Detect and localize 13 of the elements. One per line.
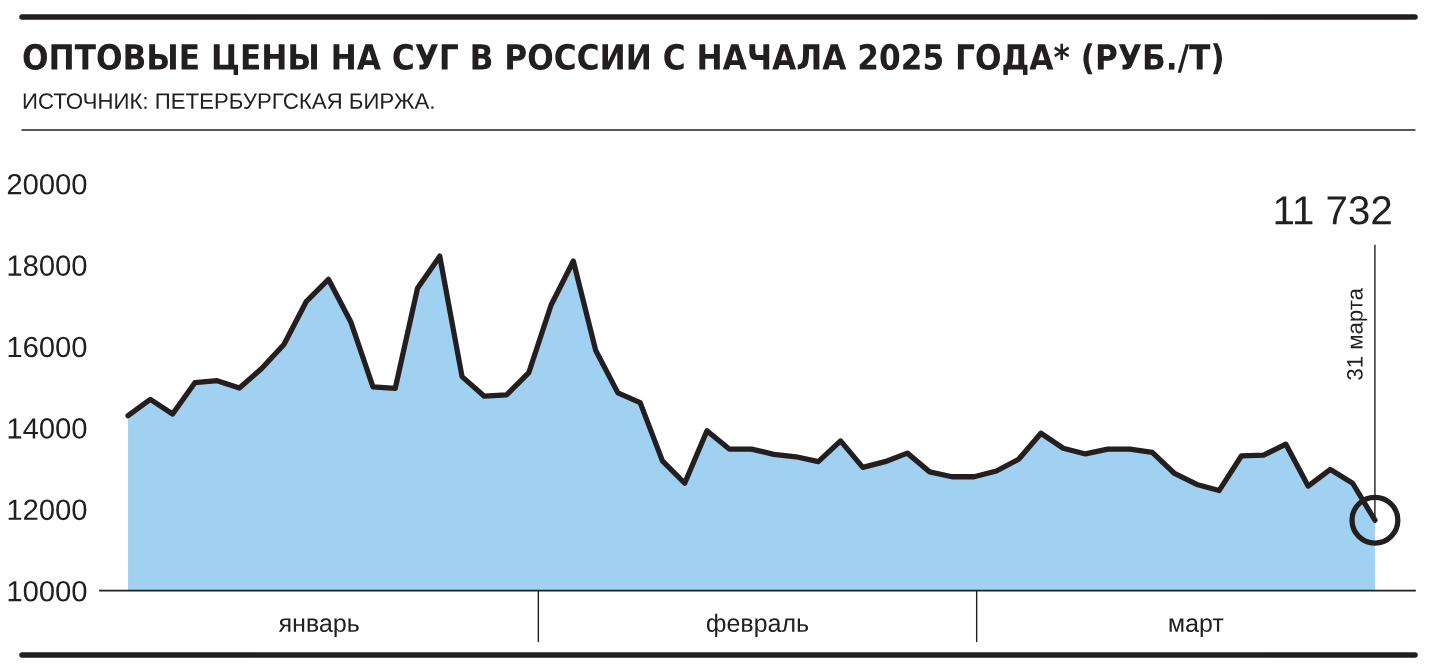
- y-tick-label: 16000: [8, 336, 87, 358]
- y-tick-label: 10000: [8, 580, 87, 602]
- annotation: 11 732: [1275, 196, 1391, 225]
- y-tick-label: 14000: [8, 418, 87, 439]
- chart-title: ОПТОВЫЕ ЦЕНЫ НА СУГ В РОССИИ С НАЧАЛА 2025 ГОДА* (РУБ./Т): [23, 43, 1222, 76]
- y-tick-label: 12000: [8, 499, 87, 521]
- chart-subtitle: ИСТОЧНИК: ПЕТЕРБУРГСКАЯ БИРЖА.: [23, 93, 434, 109]
- y-tick-label: 18000: [8, 255, 87, 276]
- text: март: [1169, 618, 1224, 637]
- text: февраль: [706, 613, 809, 637]
- text: январь: [278, 618, 359, 637]
- annotation: 31 марта: [1347, 287, 1368, 380]
- y-tick-label: 20000: [7, 173, 87, 195]
